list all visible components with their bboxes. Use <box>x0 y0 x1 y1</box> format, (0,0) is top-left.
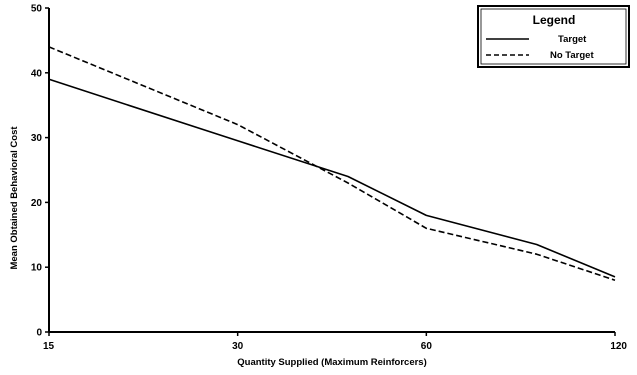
y-tick-label: 50 <box>31 4 43 15</box>
y-axis-title: Mean Obtained Behavioral Cost <box>9 126 20 270</box>
legend-inner-box <box>480 8 627 65</box>
legend-label-no-target: No Target <box>550 50 594 61</box>
chart-axes <box>48 8 615 333</box>
y-tick-label: 0 <box>36 328 42 339</box>
x-tick-label: 120 <box>610 341 627 352</box>
y-tick-label: 20 <box>31 198 43 209</box>
x-tick-label: 15 <box>43 341 55 352</box>
x-tick-label: 30 <box>232 341 244 352</box>
x-axis-title: Quantity Supplied (Maximum Reinforcers) <box>237 357 427 368</box>
legend: Legend Target No Target <box>477 5 630 68</box>
x-tick-label: 60 <box>421 341 433 352</box>
series-line-target <box>48 78 616 278</box>
y-tick-label: 10 <box>31 263 43 274</box>
series-line-no-target <box>48 46 616 281</box>
legend-label-target: Target <box>558 34 587 45</box>
legend-title: Legend <box>533 13 576 27</box>
chart-series <box>48 46 616 281</box>
legend-box <box>477 5 630 68</box>
chart-ticks: 0 10 20 30 40 50 15 30 60 120 <box>31 4 628 353</box>
y-tick-label: 30 <box>31 133 43 144</box>
y-tick-label: 40 <box>31 68 43 79</box>
